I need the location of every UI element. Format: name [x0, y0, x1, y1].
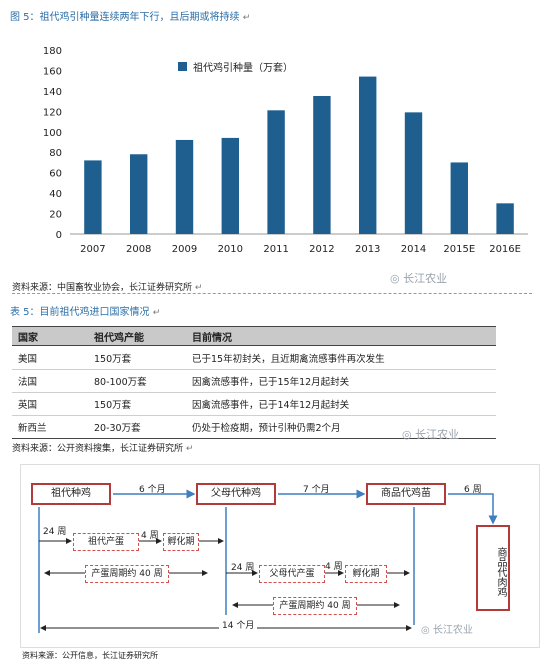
hatch-box: 孵化期 — [345, 565, 387, 583]
x-tick-label: 2010 — [218, 244, 243, 255]
cell-country: 新西兰 — [18, 423, 47, 434]
cell-status: 已于15年初封关，且近期禽流感事件再次发生 — [192, 354, 385, 365]
bar — [358, 76, 377, 234]
bar — [496, 203, 514, 234]
y-tick-label: 140 — [43, 87, 62, 98]
y-tick-label: 100 — [43, 128, 62, 139]
y-tick-label: 40 — [49, 189, 62, 200]
cell-capacity: 80-100万套 — [94, 377, 147, 388]
y-tick-label: 80 — [49, 148, 62, 159]
y-tick-label: 20 — [49, 210, 62, 221]
diagram-arrows — [38, 489, 498, 633]
cell-capacity: 150万套 — [94, 400, 132, 411]
bar — [404, 112, 423, 234]
x-tick-label: 2012 — [309, 244, 334, 255]
box-commercial-chick: 商品代鸡苗 — [366, 483, 446, 505]
bar — [84, 160, 102, 234]
week-label: 24 周 — [43, 527, 67, 537]
table-row: 新西兰 20-30万套 仍处于检疫期，预计引种仍需2个月 — [12, 415, 496, 439]
cycle-box: 产蛋周期约 40 周 — [273, 597, 357, 615]
figure-source: 资料来源：中国畜牧业协会，长江证券研究所 ↵ — [12, 283, 203, 293]
table-row: 美国 150万套 已于15年初封关，且近期禽流感事件再次发生 — [12, 346, 496, 370]
production-cycle-diagram: 祖代种鸡 父母代种鸡 商品代鸡苗 商品代肉鸡 6 个月 7 个月 6 周 24 … — [20, 464, 540, 648]
table-source: 资料来源：公开资料搜集，长江证券研究所 ↵ — [12, 444, 194, 454]
box-commercial-meat: 商品代肉鸡 — [476, 525, 510, 611]
x-tick-label: 2007 — [80, 244, 105, 255]
x-tick-label: 2008 — [126, 244, 151, 255]
cell-country: 美国 — [18, 354, 38, 365]
legend-swatch — [178, 62, 187, 71]
y-tick-label: 160 — [43, 66, 62, 77]
cell-country: 英国 — [18, 400, 38, 411]
diagram-source: 资料来源：公开信息，长江证券研究所 — [22, 651, 158, 660]
gp-laying-box: 祖代产蛋 — [73, 533, 139, 551]
arrow-label: 6 个月 — [139, 485, 166, 495]
cell-status: 因禽流感事件，已于15年12月起封关 — [192, 377, 350, 388]
cell-status: 因禽流感事件，已于14年12月起封关 — [192, 400, 350, 411]
watermark: ◎ 长江农业 — [390, 272, 448, 285]
header-status: 目前情况 — [192, 333, 232, 344]
watermark: ◎ 长江农业 — [402, 428, 460, 441]
bar-chart: 0 20 40 60 80 100 120 140 160 180 2007 2008 2009 201… — [43, 46, 528, 255]
week-label: 4 周 — [325, 562, 343, 572]
header-country: 国家 — [18, 333, 38, 344]
x-tick-label: 2016E — [489, 244, 521, 255]
bar — [450, 162, 469, 234]
cell-capacity: 20-30万套 — [94, 423, 141, 434]
table-caption: 表 5：目前祖代鸡进口国家情况 ↵ — [10, 307, 161, 318]
y-tick-label: 0 — [56, 230, 62, 241]
box-grandparent: 祖代种鸡 — [31, 483, 111, 505]
table-row: 英国 150万套 因禽流感事件，已于14年12月起封关 — [12, 392, 496, 416]
table-row: 法国 80-100万套 因禽流感事件，已于15年12月起封关 — [12, 369, 496, 393]
x-tick-label: 2014 — [401, 244, 426, 255]
x-tick-label: 2009 — [172, 244, 197, 255]
bar — [267, 110, 285, 234]
y-tick-label: 60 — [49, 169, 62, 180]
bar — [313, 96, 331, 234]
figure-caption: 图 5：祖代鸡引种量连续两年下行，且后期或将持续 ↵ — [10, 12, 251, 23]
week-label: 24 周 — [231, 563, 255, 573]
watermark: ◎ 长江农业 — [421, 625, 473, 636]
cycle-box: 产蛋周期约 40 周 — [85, 565, 169, 583]
hatch-box: 孵化期 — [163, 533, 199, 551]
header-capacity: 祖代鸡产能 — [94, 333, 144, 344]
x-tick-label: 2011 — [263, 244, 288, 255]
cell-country: 法国 — [18, 377, 38, 388]
week-label: 4 周 — [141, 531, 159, 541]
pp-laying-box: 父母代产蛋 — [259, 565, 325, 583]
legend-label: 祖代鸡引种量（万套） — [193, 61, 293, 74]
box-parent: 父母代种鸡 — [196, 483, 276, 505]
arrow-label: 6 周 — [464, 485, 482, 495]
x-tick-label: 2013 — [355, 244, 380, 255]
bar — [175, 139, 194, 234]
table-header: 国家 祖代鸡产能 目前情况 — [12, 326, 496, 346]
divider — [12, 293, 532, 294]
y-tick-label: 180 — [43, 46, 62, 57]
cell-capacity: 150万套 — [94, 354, 132, 365]
x-tick-label: 2015E — [443, 244, 475, 255]
y-tick-label: 120 — [43, 107, 62, 118]
arrow-label: 7 个月 — [303, 485, 330, 495]
bar — [221, 137, 240, 234]
bar — [129, 154, 148, 234]
cell-status: 仍处于检疫期，预计引种仍需2个月 — [192, 423, 341, 434]
total-label: 14 个月 — [219, 618, 258, 631]
